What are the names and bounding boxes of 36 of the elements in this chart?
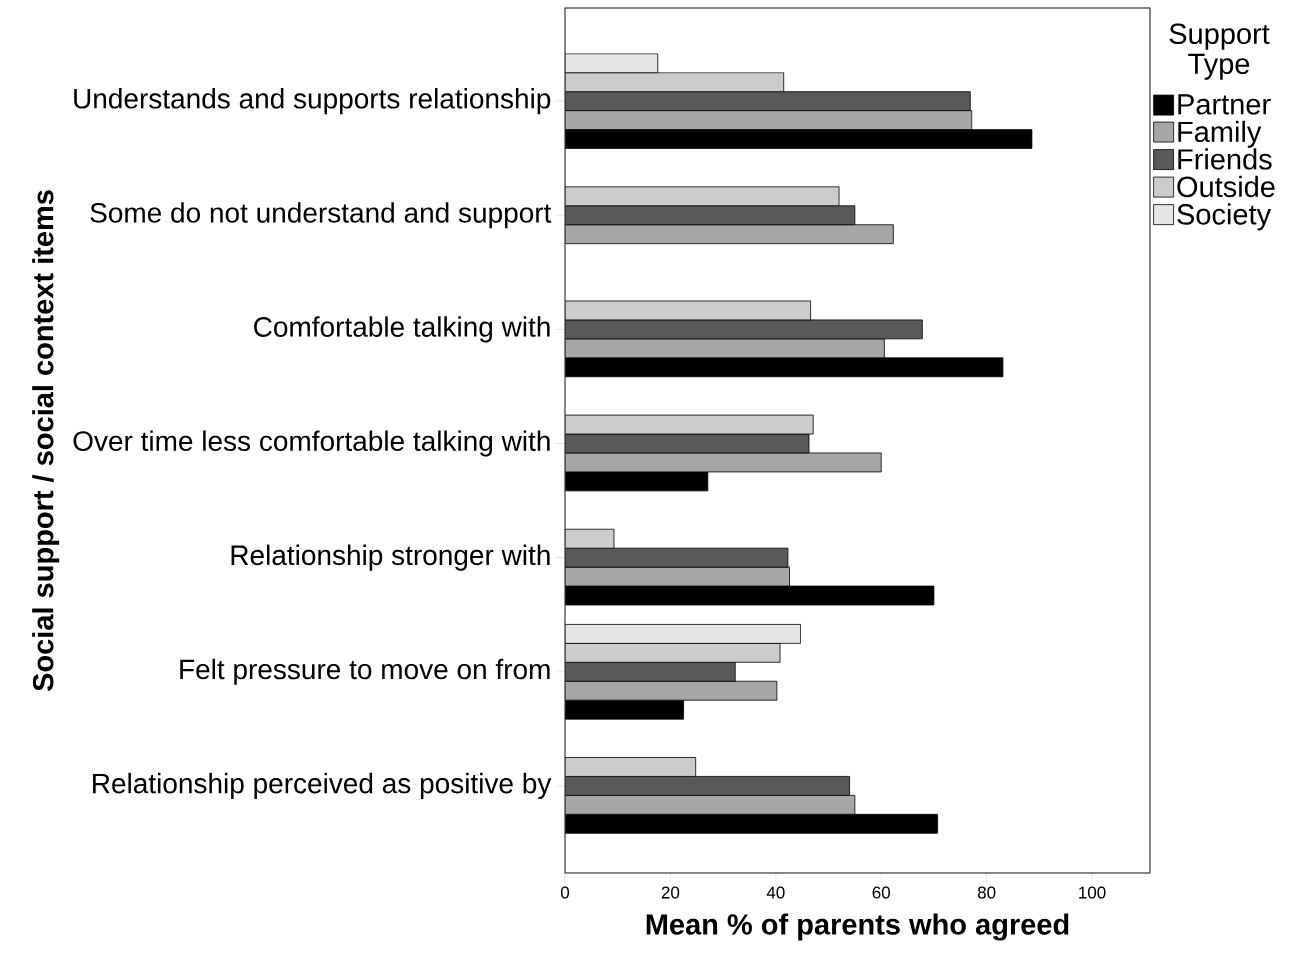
bar [565,776,850,796]
y-tick-label: Some do not understand and support [90,202,552,229]
y-tick-label: Relationship stronger with [231,544,550,571]
x-tick-label: 20 [661,886,680,899]
x-tick-label: 0 [560,886,570,899]
x-tick-label: 40 [766,886,785,899]
y-tick-label: Understands and supports relationship [74,88,551,115]
bar [565,110,973,130]
x-axis-title: Mean % of parents who agreed [646,913,1069,941]
bar [565,72,785,93]
y-tick-label: Felt pressure to move on from [180,658,550,685]
legend-label: Outside [1177,175,1275,198]
legend-label: Friends [1178,148,1272,170]
bar [565,661,736,682]
legend-title: Support Type [1169,23,1270,80]
bar [565,642,781,663]
y-axis-title: Social support / social context items [32,190,60,692]
bar [565,757,697,777]
bar [565,186,840,207]
bar [565,91,971,111]
bar [565,680,778,701]
x-tick-label: 60 [872,886,891,899]
legend-label: Society [1177,203,1272,231]
bar [565,53,659,74]
bar [565,794,856,815]
bar [565,624,801,644]
legend-label: Family [1178,120,1262,148]
y-tick-label: Comfortable talking with [254,316,550,343]
bar [565,205,856,226]
bar [565,224,894,245]
bar [565,528,615,549]
y-tick-label: Relationship perceived as positive by [93,772,552,799]
legend-label: Partner [1178,94,1271,115]
x-tick-label: 80 [977,886,996,899]
x-tick-label: 100 [1079,886,1106,899]
y-tick-label: Over time less comfortable talking with [73,430,550,457]
